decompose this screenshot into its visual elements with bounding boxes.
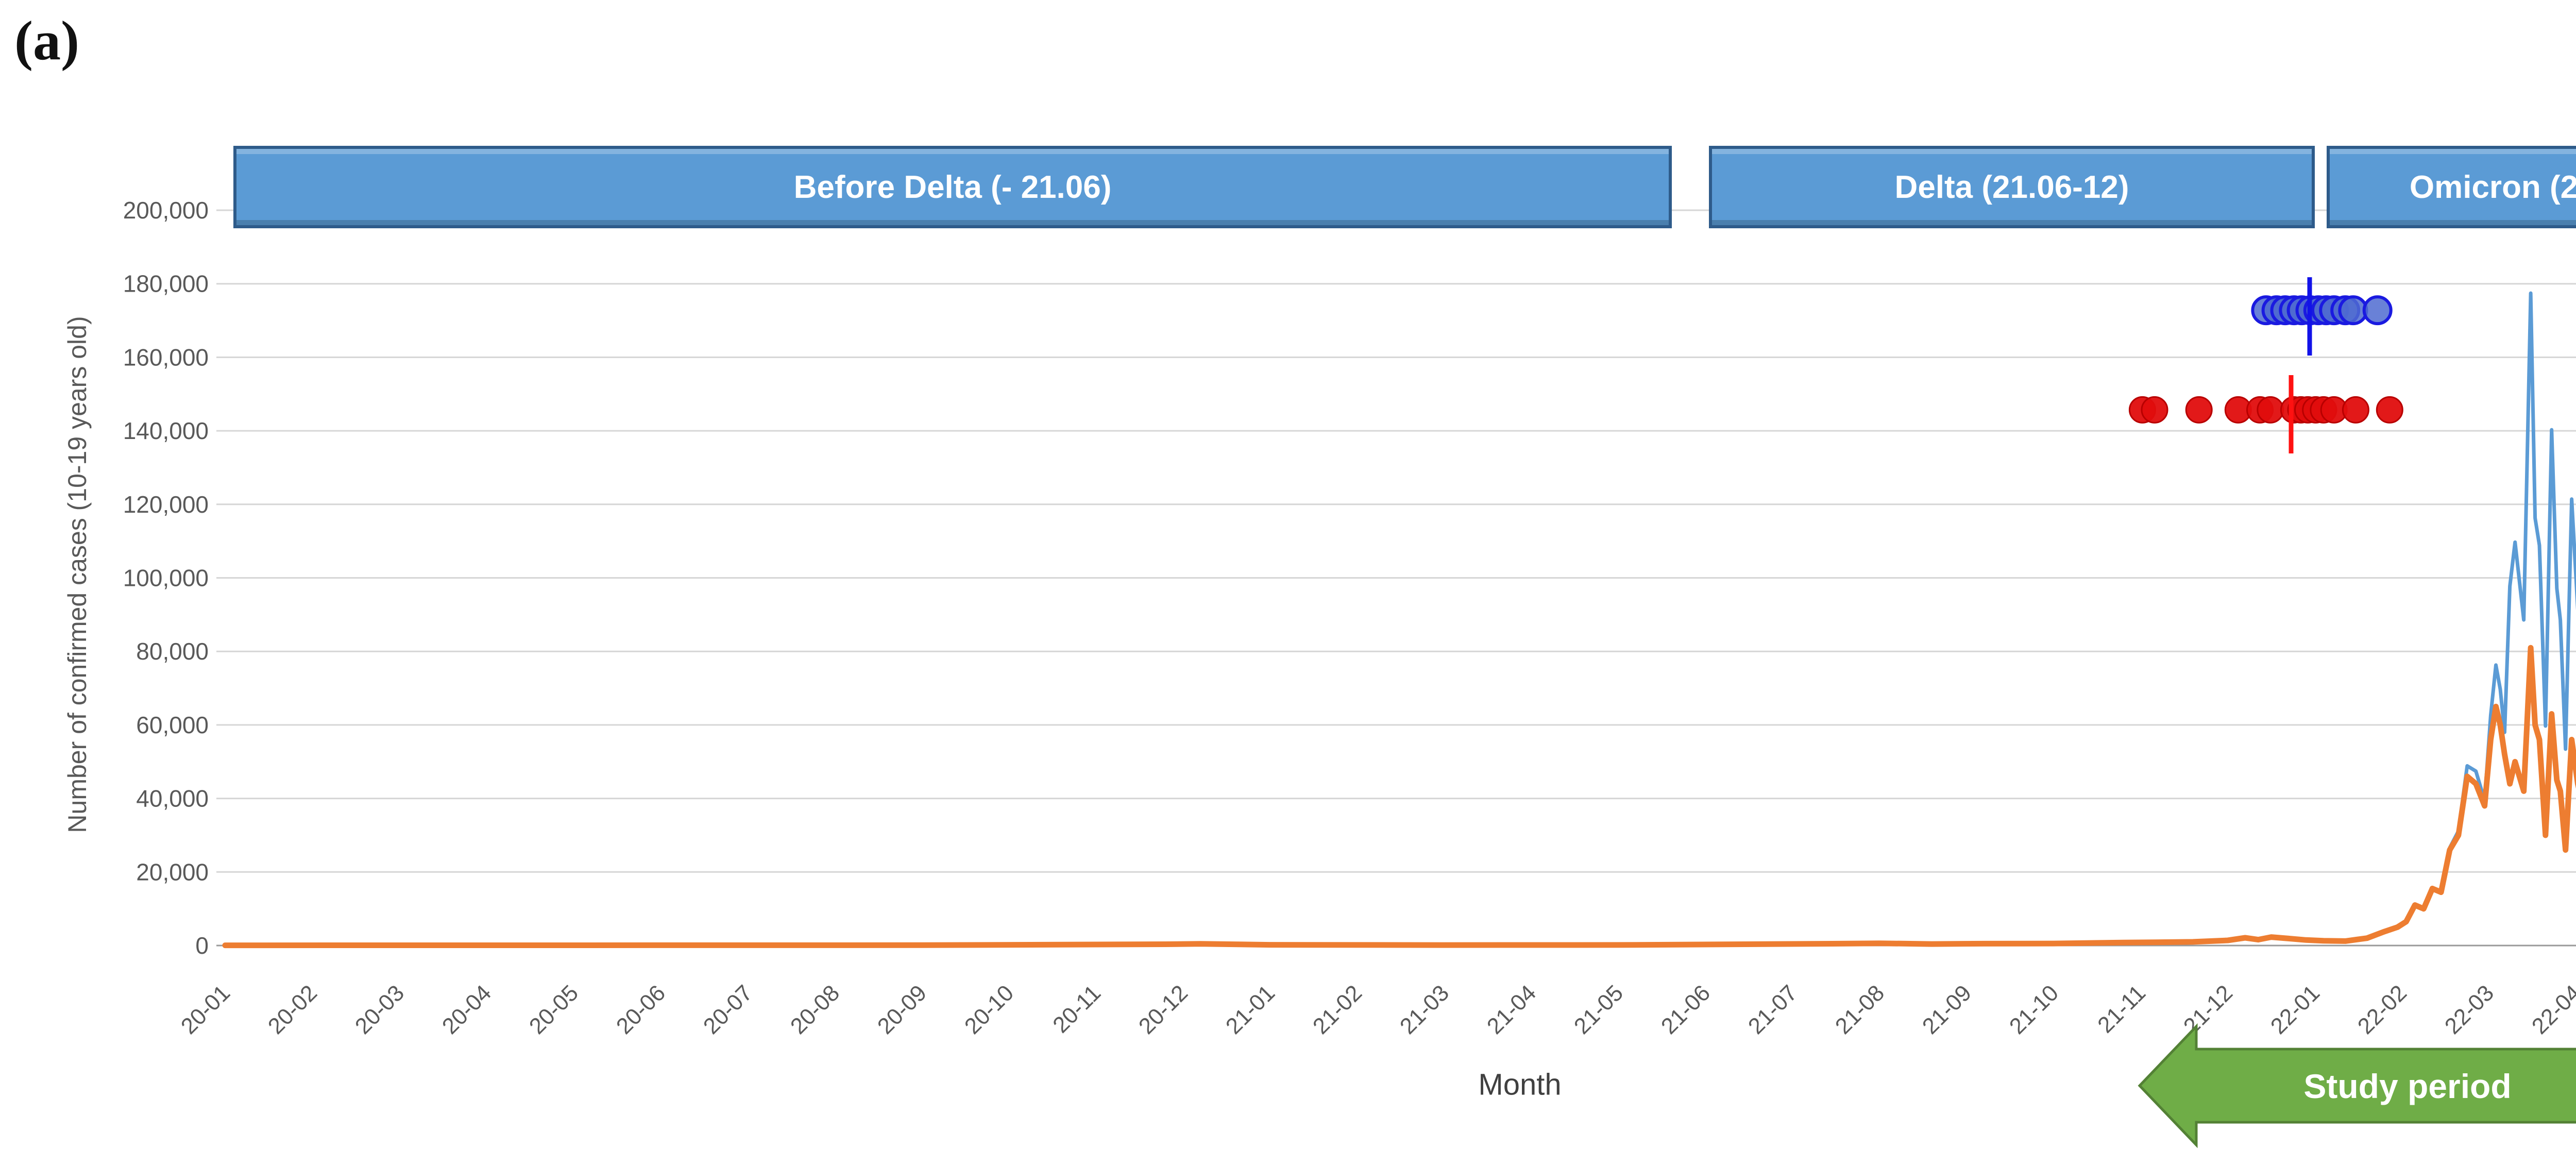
- x-tick-label: 21-01: [1221, 980, 1280, 1039]
- x-tick-label: 20-04: [437, 980, 496, 1039]
- y-left-tick-label: 100,000: [123, 565, 209, 592]
- y-left-tick-label: 0: [195, 932, 209, 959]
- red-case-dot: [2257, 396, 2284, 424]
- x-tick-label: 22-01: [2266, 980, 2325, 1039]
- x-tick-label: 20-07: [699, 980, 757, 1039]
- x-tick-label: 20-01: [176, 980, 235, 1039]
- banner-delta: Delta (21.06-12): [1709, 146, 2315, 228]
- y-left-tick-label: 80,000: [136, 638, 209, 665]
- y-left-tick-label: 180,000: [123, 271, 209, 297]
- x-tick-label: 21-02: [1308, 980, 1367, 1039]
- red-case-dot: [2376, 396, 2403, 424]
- red-case-dot: [2141, 396, 2168, 424]
- x-tick-label: 22-04: [2527, 980, 2576, 1039]
- banner-omicron-label: Omicron (22.01-): [2409, 169, 2576, 205]
- x-tick-label: 21-03: [1395, 980, 1454, 1039]
- x-tick-label: 21-07: [1743, 980, 1802, 1039]
- figure-label: (a): [14, 10, 79, 72]
- x-tick-label: 21-12: [2179, 980, 2238, 1039]
- y-left-tick-label: 60,000: [136, 712, 209, 738]
- x-tick-label: 20-05: [524, 980, 583, 1039]
- x-tick-label: 21-05: [1569, 980, 1628, 1039]
- x-tick-label: 20-03: [350, 980, 409, 1039]
- x-tick-label: 21-06: [1656, 980, 1715, 1039]
- x-tick-label: 21-08: [1831, 980, 1889, 1039]
- blue-case-dot: [2362, 295, 2393, 326]
- y-left-tick-label: 200,000: [123, 197, 209, 224]
- x-tick-label: 20-10: [960, 980, 1019, 1039]
- blue-case-dot: [2338, 295, 2368, 326]
- x-axis-title: Month: [1478, 1068, 1562, 1102]
- x-tick-label: 21-04: [1482, 980, 1541, 1039]
- x-tick-label: 22-02: [2353, 980, 2412, 1039]
- x-tick-label: 20-08: [786, 980, 844, 1039]
- banner-before-delta-label: Before Delta (- 21.06): [793, 169, 1112, 205]
- study-period-arrow: [2138, 1023, 2576, 1149]
- left-axis-title: Number of confirmed cases (10-19 years o…: [63, 316, 92, 833]
- y-left-tick-label: 120,000: [123, 491, 209, 518]
- x-tick-label: 20-02: [263, 980, 322, 1039]
- x-tick-label: 21-10: [2005, 980, 2063, 1039]
- x-tick-label: 20-06: [612, 980, 670, 1039]
- x-tick-label: 21-11: [2093, 980, 2150, 1038]
- x-tick-label: 20-12: [1134, 980, 1193, 1039]
- y-left-tick-label: 20,000: [136, 858, 209, 885]
- x-tick-label: 20-09: [873, 980, 931, 1039]
- banner-omicron: Omicron (22.01-): [2327, 146, 2576, 228]
- teen-cases-line: [222, 645, 2576, 949]
- total-cases-line: [223, 291, 2576, 947]
- banner-before-delta: Before Delta (- 21.06): [233, 146, 1672, 228]
- y-left-tick-label: 40,000: [136, 785, 209, 812]
- red-case-dot: [2342, 396, 2369, 424]
- y-left-tick-label: 160,000: [123, 344, 209, 370]
- red-case-dot: [2185, 396, 2213, 424]
- banner-delta-label: Delta (21.06-12): [1894, 169, 2129, 205]
- x-tick-label: 21-09: [1918, 980, 1976, 1039]
- x-tick-label: 20-11: [1048, 980, 1106, 1038]
- study-period-label: Study period: [2303, 1067, 2511, 1105]
- x-tick-label: 22-03: [2440, 980, 2499, 1039]
- y-left-tick-label: 140,000: [123, 417, 209, 444]
